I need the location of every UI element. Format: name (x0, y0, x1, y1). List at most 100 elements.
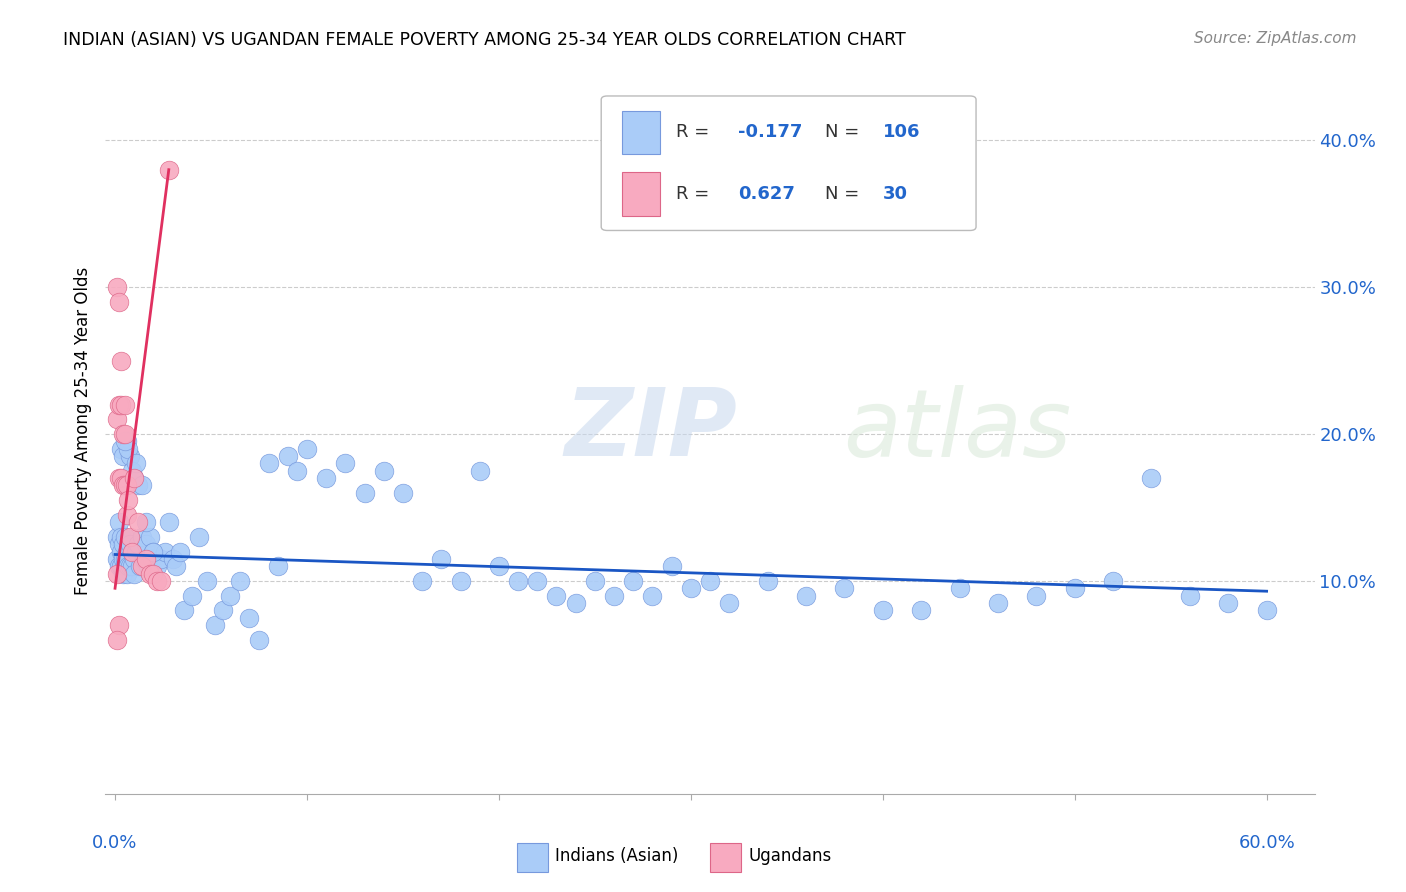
Point (315, 471, 337, 485)
Point (353, 485, 375, 500)
Point (115, 559, 138, 574)
Point (110, 530, 132, 544)
Point (121, 544, 143, 558)
Point (135, 537, 157, 551)
Point (110, 544, 132, 558)
Point (603, 589, 626, 603)
Point (287, 464, 309, 478)
Point (450, 574, 472, 588)
Text: 30: 30 (883, 186, 908, 203)
Text: R =: R = (676, 186, 716, 203)
Point (129, 559, 152, 574)
Point (526, 574, 548, 588)
FancyBboxPatch shape (602, 96, 976, 230)
Point (162, 552, 184, 566)
Point (157, 515, 180, 529)
Point (111, 566, 134, 581)
Point (373, 464, 395, 478)
Point (188, 530, 211, 544)
Point (131, 530, 153, 544)
Point (219, 589, 242, 603)
Point (1063, 581, 1085, 595)
Point (110, 442, 132, 456)
Text: -0.177: -0.177 (738, 123, 803, 141)
Point (120, 530, 142, 544)
Point (105, 632, 128, 647)
Point (122, 471, 145, 485)
Point (138, 530, 160, 544)
Point (120, 449, 142, 463)
Point (195, 574, 218, 588)
Point (131, 478, 153, 492)
Point (105, 280, 128, 294)
Point (1025, 589, 1047, 603)
Point (718, 596, 741, 610)
Point (699, 574, 721, 588)
Point (948, 581, 970, 595)
Point (411, 574, 433, 588)
Point (295, 442, 318, 456)
Point (122, 552, 145, 566)
Point (110, 559, 132, 574)
Point (105, 412, 128, 426)
Point (1256, 603, 1278, 617)
Point (1102, 574, 1125, 588)
Point (108, 559, 131, 574)
Point (105, 530, 128, 544)
Point (756, 574, 779, 588)
Point (117, 552, 139, 566)
Point (111, 427, 134, 442)
Point (115, 508, 138, 522)
Point (136, 559, 159, 574)
Point (794, 589, 817, 603)
Point (1218, 596, 1240, 610)
Text: 0.0%: 0.0% (93, 834, 138, 852)
Point (127, 537, 149, 551)
Point (661, 559, 683, 574)
Point (141, 552, 163, 566)
Point (125, 544, 148, 558)
Point (125, 457, 148, 471)
Point (108, 471, 131, 485)
Text: N =: N = (825, 186, 865, 203)
Point (1178, 589, 1201, 603)
Point (180, 589, 202, 603)
Point (121, 464, 143, 478)
Point (138, 566, 160, 581)
Point (238, 610, 260, 624)
Text: 106: 106 (883, 123, 921, 141)
Point (117, 442, 139, 456)
Point (117, 559, 139, 574)
Point (121, 544, 143, 558)
Point (150, 574, 173, 588)
Point (506, 574, 529, 588)
Point (987, 596, 1010, 610)
FancyBboxPatch shape (621, 172, 661, 216)
Text: Indians (Asian): Indians (Asian) (555, 847, 679, 864)
Point (127, 478, 149, 492)
Text: N =: N = (825, 123, 865, 141)
Point (564, 596, 586, 610)
Point (267, 559, 290, 574)
Point (127, 515, 149, 529)
Point (430, 552, 453, 566)
Point (131, 559, 153, 574)
Point (157, 162, 180, 177)
Point (135, 552, 157, 566)
Point (114, 559, 136, 574)
FancyBboxPatch shape (621, 111, 661, 154)
Point (108, 294, 131, 309)
Point (110, 353, 132, 368)
Point (277, 449, 299, 463)
Point (468, 464, 491, 478)
Point (488, 559, 510, 574)
Point (546, 589, 568, 603)
Point (229, 574, 252, 588)
Text: INDIAN (ASIAN) VS UGANDAN FEMALE POVERTY AMONG 25-34 YEAR OLDS CORRELATION CHART: INDIAN (ASIAN) VS UGANDAN FEMALE POVERTY… (63, 31, 905, 49)
FancyBboxPatch shape (710, 843, 741, 871)
Point (105, 552, 128, 566)
Y-axis label: Female Poverty Among 25-34 Year Olds: Female Poverty Among 25-34 Year Olds (73, 267, 91, 594)
Point (150, 552, 173, 566)
Text: ZIP: ZIP (565, 384, 738, 476)
Point (641, 589, 664, 603)
